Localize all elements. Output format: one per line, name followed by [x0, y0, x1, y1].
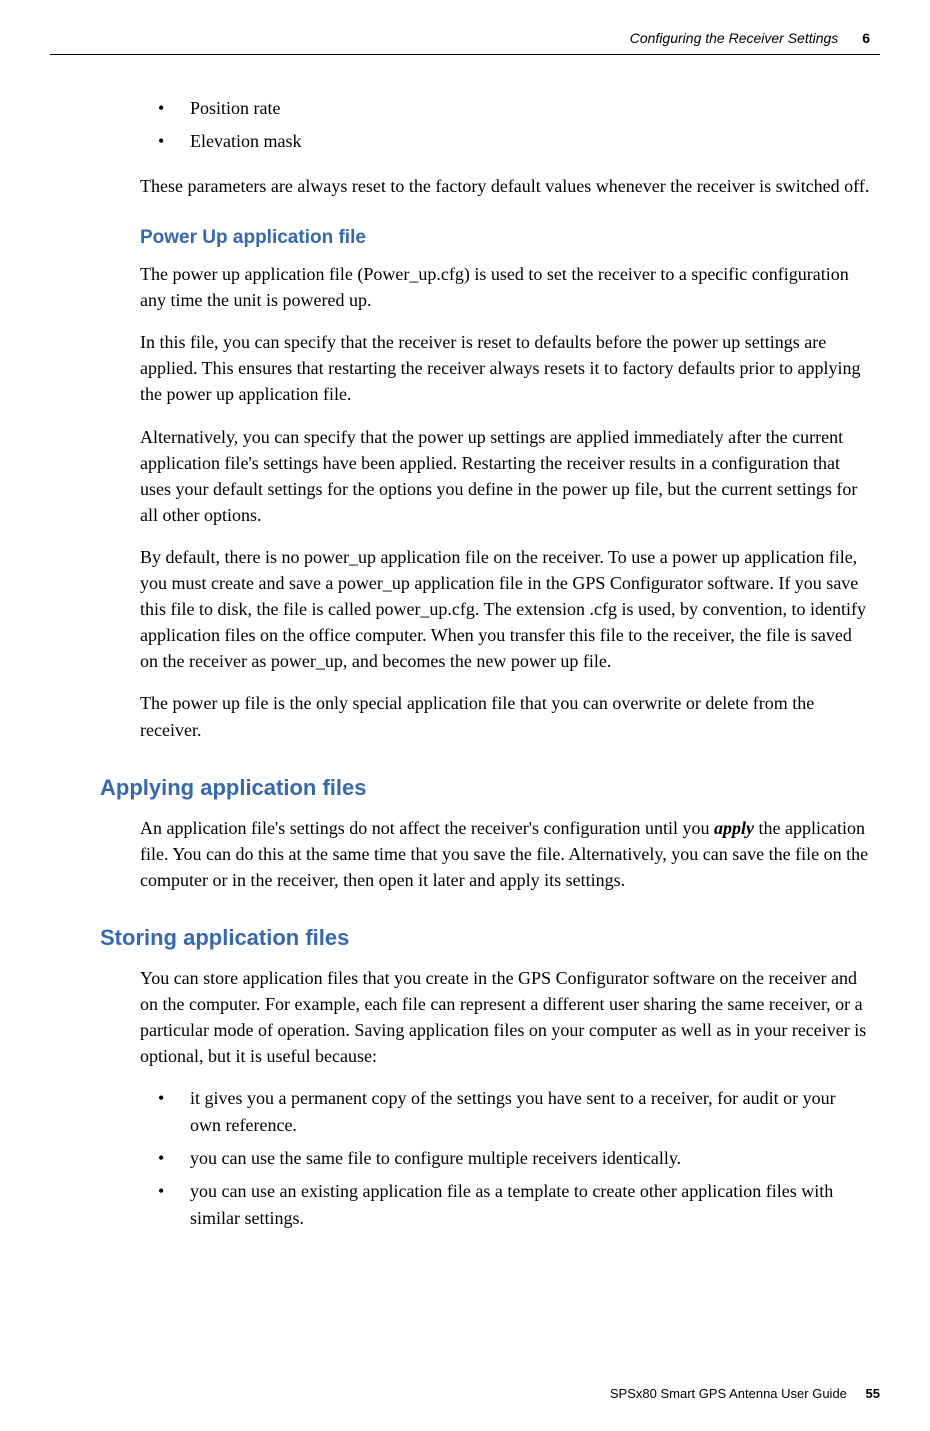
document-page: Configuring the Receiver Settings 6 Posi… [0, 0, 930, 1431]
section-heading-powerup: Power Up application file [140, 227, 870, 249]
section-heading-applying: Applying application files [100, 775, 870, 801]
main-content: Position rate Elevation mask These param… [50, 95, 880, 743]
footer-doc-title: SPSx80 Smart GPS Antenna User Guide [610, 1386, 847, 1401]
body-paragraph: Alternatively, you can specify that the … [140, 424, 870, 528]
body-paragraph: In this file, you can specify that the r… [140, 329, 870, 407]
header-chapter-number: 6 [862, 30, 870, 46]
storing-content: You can store application files that you… [50, 965, 880, 1232]
text-before-apply: An application file's settings do not af… [140, 818, 714, 838]
list-item: Elevation mask [140, 128, 870, 155]
applying-content: An application file's settings do not af… [50, 815, 880, 893]
body-paragraph: The power up application file (Power_up.… [140, 261, 870, 313]
list-item: you can use an existing application file… [140, 1178, 870, 1232]
list-item: you can use the same file to configure m… [140, 1145, 870, 1172]
header-section-title: Configuring the Receiver Settings [630, 30, 839, 46]
parameter-list: Position rate Elevation mask [140, 95, 870, 155]
footer-page-number: 55 [866, 1386, 880, 1401]
page-footer: SPSx80 Smart GPS Antenna User Guide 55 [610, 1386, 880, 1401]
body-paragraph: By default, there is no power_up applica… [140, 544, 870, 674]
emphasized-apply: apply [714, 818, 754, 838]
body-paragraph: An application file's settings do not af… [140, 815, 870, 893]
list-item: it gives you a permanent copy of the set… [140, 1085, 870, 1139]
section-heading-storing: Storing application files [100, 925, 870, 951]
header-rule [50, 54, 880, 55]
storing-section: Storing application files [50, 925, 880, 951]
storing-reasons-list: it gives you a permanent copy of the set… [140, 1085, 870, 1232]
body-paragraph: You can store application files that you… [140, 965, 870, 1069]
body-paragraph: These parameters are always reset to the… [140, 173, 870, 199]
body-paragraph: The power up file is the only special ap… [140, 690, 870, 742]
list-item: Position rate [140, 95, 870, 122]
page-header: Configuring the Receiver Settings 6 [50, 30, 880, 46]
applying-section: Applying application files [50, 775, 880, 801]
